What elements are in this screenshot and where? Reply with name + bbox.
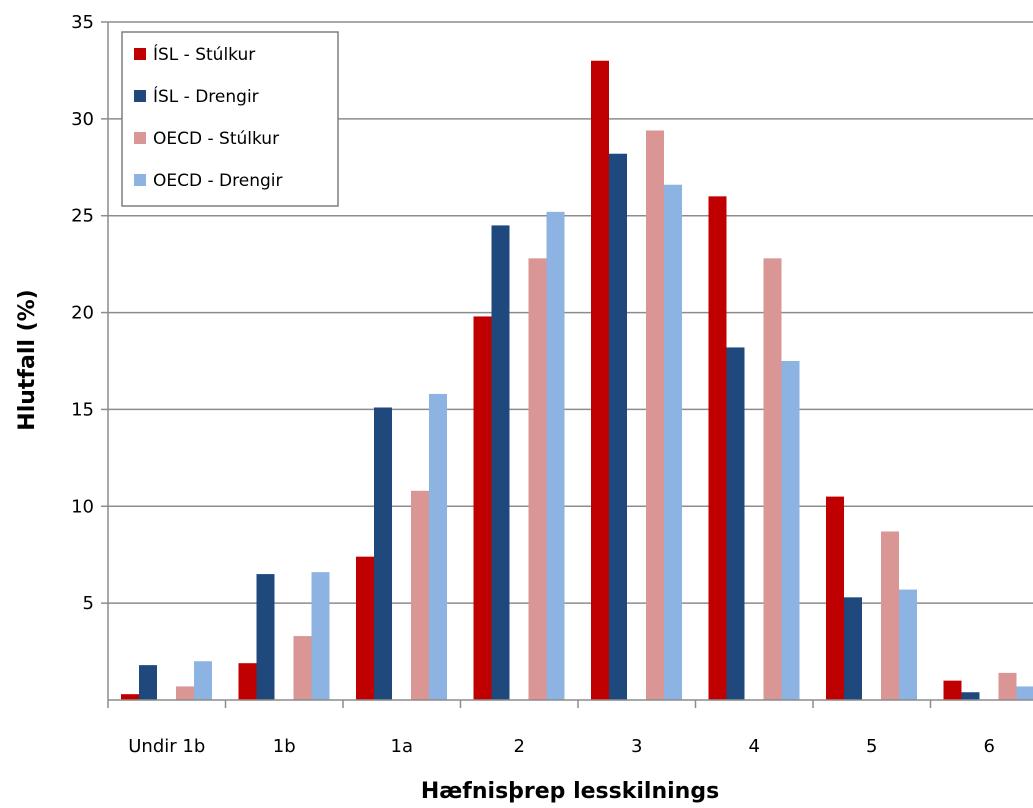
- bar: [121, 694, 139, 700]
- legend-label: ÍSL - Stúlkur: [153, 43, 255, 65]
- y-tick-label: 10: [71, 496, 94, 517]
- bars: [121, 60, 1033, 701]
- bar: [664, 184, 682, 701]
- bar: [1016, 686, 1033, 700]
- bar: [943, 680, 962, 700]
- bar: [293, 636, 312, 700]
- axes: [107, 22, 1033, 708]
- bar: [256, 574, 275, 700]
- legend-swatch: [134, 132, 146, 144]
- bar: [781, 361, 800, 700]
- bar: [238, 663, 257, 700]
- bar: [826, 496, 844, 700]
- bar: [998, 672, 1017, 700]
- bar: [429, 393, 447, 700]
- legend-label: OECD - Drengir: [153, 171, 282, 191]
- x-tick-label: 2: [514, 736, 525, 757]
- bar: [844, 597, 862, 700]
- legend-swatch: [134, 174, 146, 186]
- bar: [899, 589, 917, 700]
- x-tick-label: 4: [749, 736, 760, 757]
- x-axis-title: Hæfnisþrep lesskilnings: [421, 779, 719, 804]
- legend-swatch: [134, 90, 146, 102]
- x-tick-labels: Undir 1b 1b 1a 2 3 4 5 6: [128, 736, 995, 757]
- bar: [609, 153, 627, 700]
- bar: [374, 407, 392, 700]
- x-tick-label: 6: [984, 736, 995, 757]
- bar: [411, 490, 429, 700]
- bar: [726, 347, 745, 700]
- y-tick-label: 20: [71, 303, 94, 324]
- y-tick-labels: 5 10 15 20 25 30 35: [71, 12, 94, 614]
- bar: [881, 531, 899, 700]
- x-tick-label: 1a: [391, 736, 413, 757]
- legend-swatch: [134, 48, 146, 60]
- y-tick-label: 30: [71, 109, 94, 130]
- bar: [356, 556, 374, 700]
- x-tick-label: 3: [631, 736, 642, 757]
- bar: [528, 258, 547, 700]
- y-tick-label: 25: [71, 206, 94, 227]
- legend-label: OECD - Stúlkur: [153, 129, 279, 149]
- bar: [176, 686, 194, 700]
- bar: [311, 572, 330, 700]
- x-tick-label: 1b: [273, 736, 296, 757]
- legend-box: [121, 31, 339, 207]
- bar: [646, 130, 664, 701]
- bar: [546, 211, 565, 700]
- bar: [139, 665, 157, 700]
- bar: [763, 258, 782, 700]
- bar: [491, 225, 510, 700]
- x-tick-label: 5: [866, 736, 877, 757]
- bar: [473, 316, 492, 700]
- legend-label: ÍSL - Drengir: [153, 85, 259, 107]
- y-tick-label: 15: [71, 399, 94, 420]
- x-tick-label: Undir 1b: [128, 736, 205, 757]
- bar: [194, 661, 212, 700]
- legend: ÍSL - Stúlkur ÍSL - Drengir OECD - Stúlkur…: [121, 31, 339, 207]
- bar: [961, 692, 980, 700]
- bar: [708, 196, 727, 701]
- bar: [591, 60, 609, 700]
- y-tick-label: 35: [71, 12, 94, 33]
- y-tick-label: 5: [83, 593, 94, 614]
- y-axis-title: Hlutfall (%): [15, 289, 40, 430]
